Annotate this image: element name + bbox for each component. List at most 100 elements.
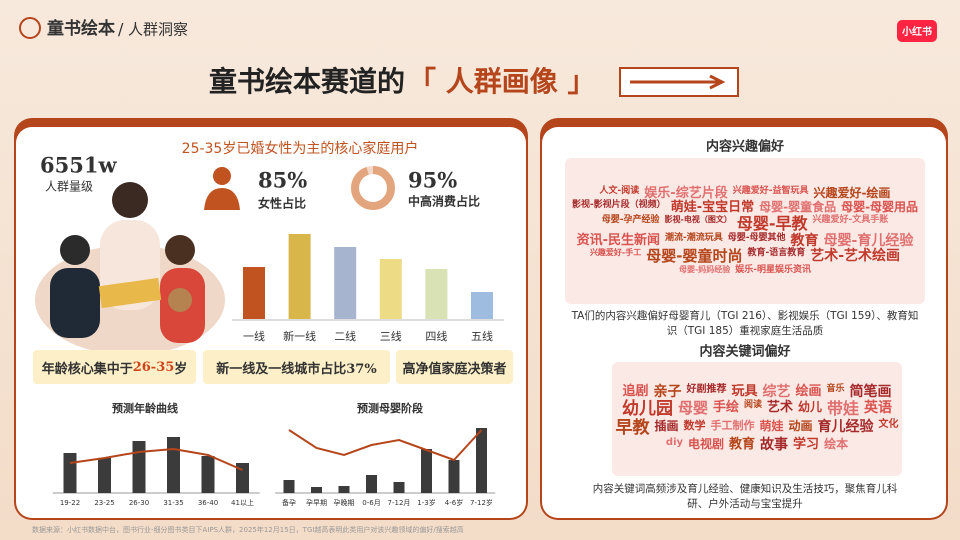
photo: [35, 182, 225, 355]
x-tick-label: 19-22: [60, 499, 80, 507]
cloud-word: 育儿经验: [817, 418, 874, 435]
cloud-word: 母婴-婴童食品: [759, 200, 837, 215]
cloud-word: 带娃: [827, 398, 860, 418]
cloud-word: 英语: [864, 399, 893, 416]
x-tick-label: 31-35: [163, 499, 183, 507]
cloud-word: 玩具: [731, 383, 758, 399]
cloud-word: 人文-阅读: [599, 185, 640, 196]
badge-text: 年龄核心集中于: [41, 361, 133, 377]
cloud-word: 艺术: [767, 399, 794, 415]
badge: 新一线及一线城市占比37%: [203, 350, 390, 384]
cloud-word: 母婴-早教: [736, 213, 808, 233]
cloud-word: 动画: [788, 418, 813, 433]
line: [69, 447, 243, 471]
cloud-word: 影视-电视（图文）: [664, 214, 732, 224]
cloud-word: 娱乐-明星娱乐资讯: [735, 265, 812, 276]
cloud-word: 教育: [729, 437, 756, 453]
cloud-word: diy: [665, 437, 684, 449]
title-highlight: 「 人群画像 」: [408, 65, 596, 98]
x-tick-label: 新一线: [283, 329, 316, 343]
cloud-word: 电视剧: [688, 437, 725, 452]
cloud-word: 插画: [654, 418, 679, 433]
cloud-description: 内容关键词高频涉及育儿经验、健康知识及生活技巧，聚焦育儿科研、户外活动与宝宝提升: [592, 483, 898, 511]
bar: [236, 463, 249, 493]
cloud-word: 故事: [760, 437, 789, 454]
cloud-word: 亲子: [653, 383, 682, 400]
x-tick-label: 7-12月: [388, 499, 411, 507]
cloud-word: 母婴-孕产经验: [601, 214, 660, 225]
cloud-word: 学习: [793, 437, 820, 453]
cloud-word: 萌娃: [759, 418, 784, 433]
cloud-word: 影视-影视片段（视频）: [571, 200, 666, 211]
header-section: 童书绘本: [47, 18, 115, 39]
stat-value: 95%: [408, 168, 457, 193]
x-tick-label: 7-12岁: [470, 498, 493, 507]
badge-text: 新一线及一线城市占比37%: [216, 361, 377, 377]
cloud-title: 内容关键词偏好: [699, 344, 790, 360]
x-tick-label: 0-6月: [362, 499, 380, 507]
cloud-word: 潮流-潮流玩具: [665, 232, 723, 243]
badge-text: 高净值家庭决策者: [402, 361, 507, 377]
stat-caption: 中高消费占比: [408, 194, 480, 209]
x-tick-label: 26-30: [129, 499, 149, 507]
footer: 数据来源：小红书数据中台，图书行业-细分图书类目下AIPS人群，2025年12月…: [32, 525, 464, 534]
header-divider: /: [118, 20, 124, 39]
bar: [366, 475, 377, 493]
cloud-word: 综艺: [762, 383, 791, 400]
bar: [471, 292, 493, 319]
x-tick-label: 一线: [243, 329, 265, 343]
word-cloud: 追剧 亲子 好剧推荐 玩具 综艺 绘画 音乐 简笔画 幼儿园 母婴 手绘 阅读 艺术 幼儿 带娃 英语 早教 插画…: [612, 362, 902, 476]
bar: [448, 460, 460, 493]
bar: [338, 486, 350, 493]
badge-highlight: 26-35: [132, 359, 175, 375]
cloud-word: 幼儿园: [621, 398, 673, 419]
stat-caption: 女性占比: [258, 196, 306, 211]
x-tick-label: 三线: [380, 329, 402, 343]
cloud-word: 娱乐-综艺片段: [644, 185, 728, 201]
cloud-word: 幼儿: [798, 399, 823, 414]
chart-title: 预测年龄曲线: [112, 401, 178, 415]
cloud-word: 母婴-育儿经验: [823, 232, 914, 249]
logo: 小红书: [901, 25, 932, 38]
bar: [379, 259, 402, 319]
bar: [425, 269, 448, 319]
cloud-word: 教育-语言教育: [747, 248, 806, 259]
x-tick-label: 孕早期: [306, 499, 327, 507]
arrow: [630, 74, 726, 90]
cloud-word: 好剧推荐: [686, 383, 727, 395]
cloud-word: 兴趣爱好-绘画: [813, 185, 891, 200]
cloud-title: 内容兴趣偏好: [706, 139, 784, 155]
cloud-word: 追剧: [622, 383, 649, 399]
cloud-word: 绘本: [824, 437, 849, 452]
x-tick-label: 备孕: [282, 498, 296, 507]
left-headline: 25-35岁已婚女性为主的核心家庭用户: [182, 140, 419, 157]
x-tick-label: 五线: [471, 329, 493, 343]
cloud-word: 绘画: [795, 383, 822, 399]
x-tick-label: 36-40: [198, 499, 218, 507]
cloud-word: 兴趣爱好-手工: [589, 248, 642, 258]
x-tick-label: 41以上: [231, 498, 254, 507]
badge-text: 岁: [174, 361, 188, 377]
bar: [132, 441, 146, 493]
cloud-word: 早教: [615, 417, 650, 438]
x-tick-label: 孕晚期: [334, 498, 355, 507]
cloud-word: 手工制作: [710, 418, 755, 432]
x-tick-label: 1-3岁: [417, 498, 435, 507]
x-tick-label: 23-25: [94, 499, 114, 507]
chart-title: 预测母婴阶段: [357, 401, 423, 415]
bar: [334, 247, 357, 319]
bar: [288, 234, 311, 319]
line: [288, 429, 483, 462]
cloud-word: 兴趣爱好-文具手账: [812, 214, 889, 225]
bar: [421, 449, 432, 493]
cloud-word: 数学: [683, 418, 706, 432]
scale-label: 人群量级: [45, 180, 93, 194]
word-cloud: 人文-阅读 娱乐-综艺片段 兴趣爱好-益智玩具 兴趣爱好-绘画 影视-影视片段（视频） 萌…: [565, 158, 925, 304]
cloud-word: 母婴-母婴用品: [841, 200, 919, 215]
cloud-word: 母婴-妈妈经验: [678, 265, 731, 275]
cloud-word: 阅读: [743, 399, 762, 410]
cloud-word: 萌娃-宝宝日常: [670, 200, 755, 216]
badge: 高净值家庭决策者: [396, 350, 513, 384]
scale-value: 6551w: [40, 153, 117, 178]
